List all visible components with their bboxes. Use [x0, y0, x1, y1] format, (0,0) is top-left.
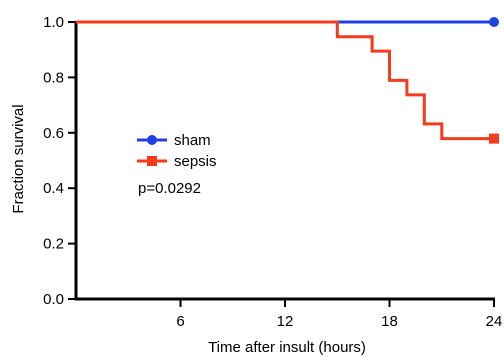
legend-marker-sham	[147, 135, 157, 145]
x-axis-title: Time after insult (hours)	[208, 339, 366, 356]
p-value-annotation: p=0.0292	[138, 180, 201, 197]
y-axis-title: Fraction survival	[10, 104, 27, 213]
y-tick-label: 1.0	[43, 14, 64, 31]
series-end-marker-sepsis	[489, 133, 499, 144]
x-axis-ticks: 6 12 18 24	[176, 299, 502, 330]
y-tick-label: 0.6	[43, 125, 64, 142]
x-tick-label: 6	[176, 313, 184, 330]
y-tick-label: 0.8	[43, 69, 64, 86]
y-tick-label: 0.2	[43, 236, 64, 253]
series-line-sepsis	[76, 20, 494, 141]
legend-label-sham: sham	[174, 132, 211, 149]
x-tick-label: 18	[381, 313, 398, 330]
legend-marker-sepsis	[147, 156, 157, 166]
y-tick-label: 0.0	[43, 291, 64, 308]
y-tick-label: 0.4	[43, 180, 64, 197]
legend-label-sepsis: sepsis	[174, 153, 217, 170]
series-end-marker-sham	[489, 17, 499, 27]
y-axis-ticks: 0.0 0.2 0.4 0.6 0.8 1.0	[43, 14, 76, 308]
x-tick-label: 24	[486, 313, 503, 330]
series-layer	[76, 17, 499, 144]
x-tick-label: 12	[277, 313, 294, 330]
legend: sham sepsis p=0.0292	[137, 132, 217, 197]
